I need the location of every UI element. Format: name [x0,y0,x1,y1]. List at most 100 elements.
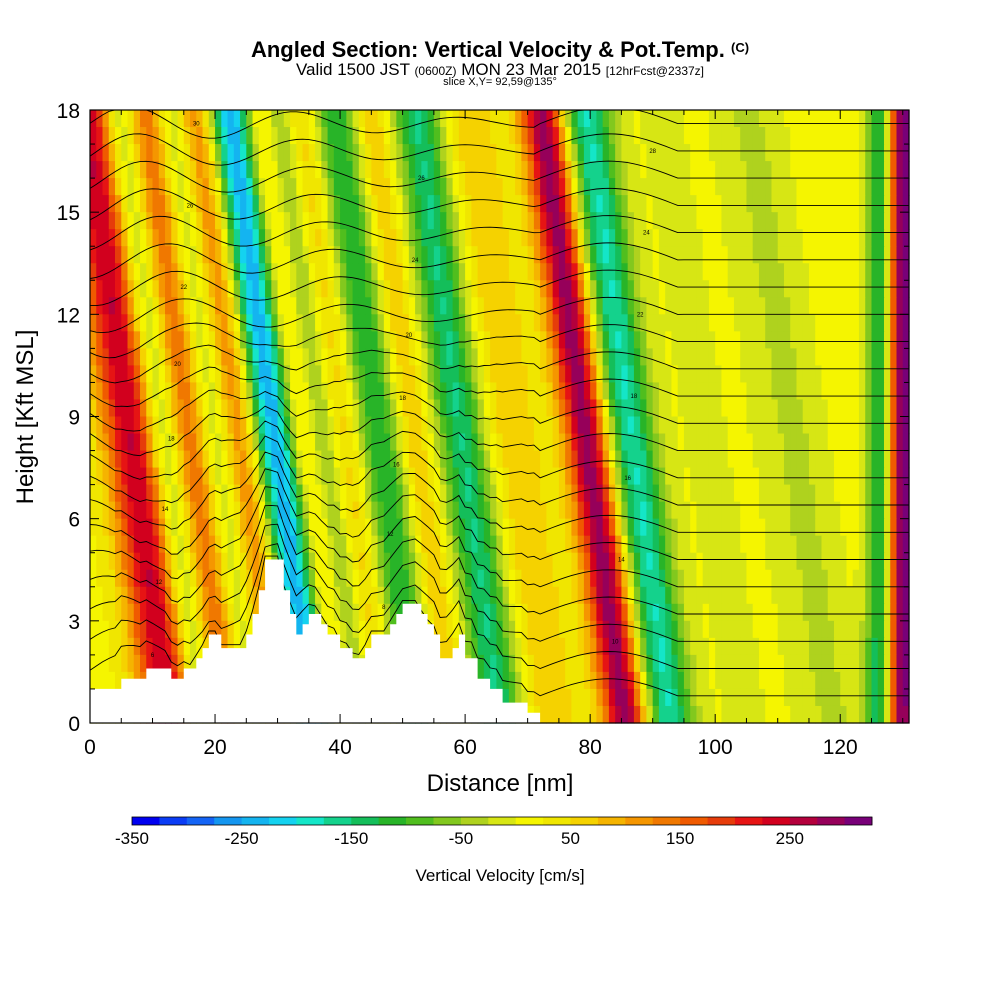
velocity-cell [858,484,866,503]
velocity-cell [352,263,360,281]
colorbar-swatch [406,817,434,825]
velocity-cell [427,348,435,367]
velocity-cell [815,178,823,196]
velocity-cell [752,178,760,196]
velocity-cell [652,263,660,281]
velocity-cell [371,331,379,349]
velocity-cell [258,331,266,349]
velocity-cell [846,654,854,673]
velocity-cell [796,178,804,196]
velocity-cell [415,586,422,605]
velocity-cell [652,246,660,264]
velocity-cell [508,688,516,707]
velocity-cell [283,450,291,469]
velocity-cell [471,552,479,571]
velocity-cell [340,586,347,605]
velocity-cell [215,348,222,367]
velocity-cell [858,433,866,452]
velocity-cell [540,535,547,554]
colorbar-tick-label: -50 [449,829,474,848]
velocity-cell [521,348,529,367]
velocity-cell [690,433,698,452]
velocity-cell [733,501,741,520]
velocity-cell [158,331,166,349]
velocity-cell [696,569,704,588]
velocity-cell [296,365,304,384]
velocity-cell [90,229,97,247]
velocity-cell [346,263,354,281]
velocity-cell [552,654,560,673]
velocity-cell [115,399,122,418]
velocity-cell [683,110,691,128]
valid-zulu: (0600Z) [414,64,457,78]
velocity-cell [471,603,479,622]
velocity-cell [752,195,760,213]
velocity-cell [590,314,597,332]
velocity-cell [171,246,179,264]
velocity-cell [515,586,522,605]
velocity-cell [446,433,454,452]
velocity-cell [846,110,854,128]
velocity-cell [746,229,754,247]
theta-contour-label: 8 [382,605,386,611]
velocity-cell [446,161,454,179]
velocity-cell [321,297,329,315]
velocity-cell [640,569,648,588]
velocity-cell [771,586,779,605]
theta-contour-label: 20 [405,333,412,339]
velocity-cell [115,416,122,435]
colorbar-swatch [789,817,818,825]
velocity-cell [508,127,516,145]
velocity-cell [202,620,210,639]
velocity-cell [258,535,266,554]
velocity-cell [633,348,641,367]
velocity-cell [577,314,585,332]
velocity-cell [233,365,241,384]
velocity-cell [646,603,654,622]
velocity-cell [471,450,479,469]
velocity-cell [690,484,698,503]
velocity-cell [246,484,254,503]
velocity-cell [702,110,710,128]
velocity-cell [446,331,454,349]
velocity-cell [540,433,547,452]
velocity-cell [183,110,191,128]
velocity-cell [546,127,554,145]
velocity-cell [852,484,860,503]
velocity-cell [371,603,379,622]
velocity-cell [190,450,197,469]
velocity-cell [127,297,135,315]
velocity-cell [858,229,866,247]
velocity-cell [865,603,873,622]
velocity-cell [652,212,660,230]
velocity-cell [852,450,860,469]
velocity-cell [121,246,129,264]
velocity-cell [796,229,804,247]
velocity-cell [121,365,129,384]
velocity-cell [671,501,679,520]
velocity-cell [902,620,910,639]
velocity-cell [446,365,454,384]
velocity-cell [146,501,154,520]
velocity-cell [840,654,848,673]
velocity-cell [583,586,591,605]
velocity-cell [821,314,829,332]
velocity-cell [671,620,679,639]
theta-contour [89,486,909,588]
velocity-cell [290,433,297,452]
velocity-cell [840,467,848,486]
velocity-cell [702,195,710,213]
velocity-cell [152,603,160,622]
velocity-cell [602,195,610,213]
velocity-cell [621,382,629,401]
velocity-cell [771,195,779,213]
velocity-cell [390,450,397,469]
velocity-cell [896,382,904,401]
velocity-cell [583,229,591,247]
velocity-cell [790,501,798,520]
velocity-cell [715,433,723,452]
velocity-cell [127,229,135,247]
velocity-cell [583,501,591,520]
velocity-cell [96,620,104,639]
velocity-cell [271,127,279,145]
